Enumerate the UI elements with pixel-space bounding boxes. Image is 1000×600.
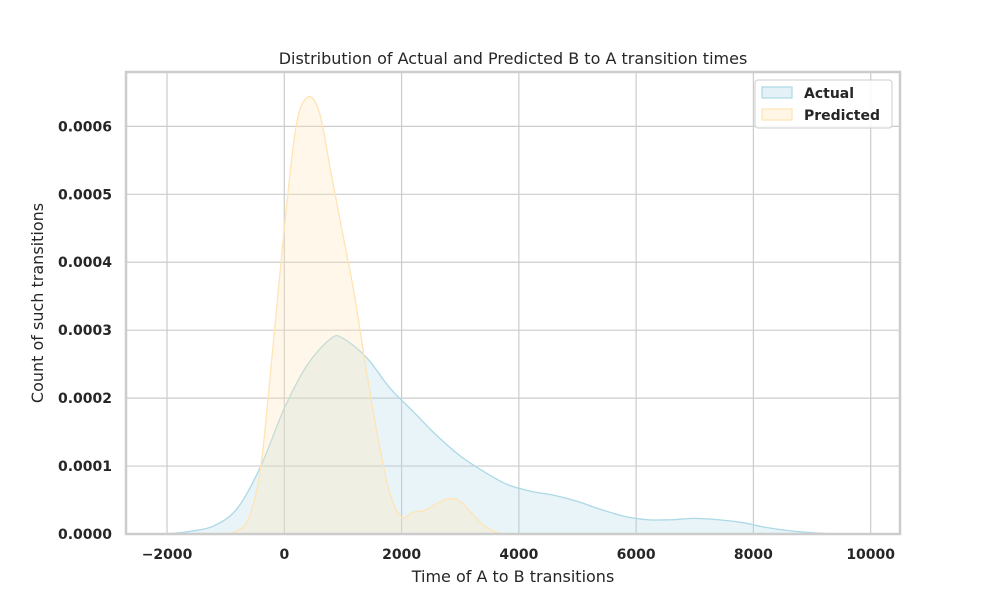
legend-swatch-actual: [761, 86, 793, 99]
y-tick-label: 0.0006: [58, 119, 112, 135]
x-tick-label: 6000: [617, 547, 656, 563]
y-tick-label: 0.0002: [58, 391, 112, 407]
y-tick-label: 0.0001: [58, 459, 112, 475]
y-tick-label: 0.0000: [58, 527, 112, 543]
x-tick-label: 2000: [382, 547, 421, 563]
legend-box: [754, 79, 893, 129]
x-axis-ticks: −2000 0 2000 4000 6000 8000 10000: [142, 547, 896, 563]
plot-background: [126, 72, 900, 534]
area-predicted: [225, 96, 508, 534]
series-areas: [166, 95, 836, 535]
y-axis-label: Count of such transitions: [28, 203, 47, 403]
x-tick-label: −2000: [142, 547, 193, 563]
legend-label-actual: Actual: [804, 86, 854, 102]
y-tick-label: 0.0004: [58, 255, 112, 271]
line-actual: [166, 334, 836, 535]
y-tick-label: 0.0005: [58, 187, 112, 203]
y-axis-ticks: 0.0000 0.0001 0.0002 0.0003 0.0004 0.0005 0.00…: [58, 119, 112, 543]
y-tick-label: 0.0003: [58, 323, 112, 339]
plot-frame: [124, 70, 902, 536]
x-axis-label: Time of A to B transitions: [411, 567, 615, 586]
area-actual: [167, 335, 836, 534]
x-tick-label: 8000: [734, 547, 773, 563]
line-predicted: [225, 95, 508, 535]
x-tick-label: 0: [279, 547, 289, 563]
chart-title: Distribution of Actual and Predicted B t…: [279, 49, 748, 68]
legend: Actual Predicted: [754, 79, 893, 129]
x-tick-label: 10000: [846, 547, 895, 563]
legend-swatch-predicted: [761, 108, 793, 121]
x-tick-label: 4000: [499, 547, 538, 563]
legend-label-predicted: Predicted: [804, 108, 880, 124]
